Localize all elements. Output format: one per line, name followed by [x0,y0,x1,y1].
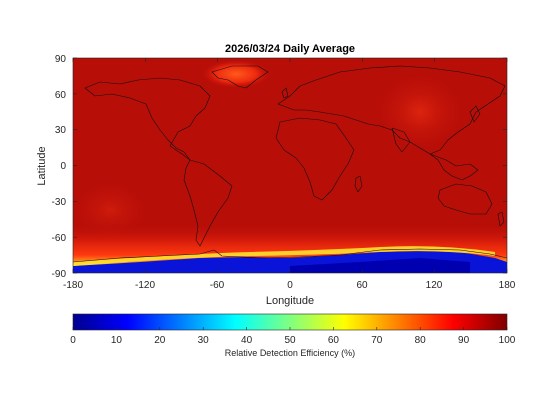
y-tick-label: 0 [60,161,66,172]
colorbar-tick-label: 30 [198,335,210,346]
colorbar: 0 10 20 30 40 50 60 70 80 90 100 Relativ… [70,313,516,358]
coastline-north-america [84,77,211,161]
y-tick-label: 90 [55,54,67,65]
chart-title: 2026/03/24 Daily Average [225,43,355,55]
x-tick-label: 120 [426,280,443,291]
heatmap-antarctica-deep [290,258,470,273]
x-tick-label: -60 [210,280,225,291]
y-tick-label: 60 [55,90,67,101]
y-tick-label: -90 [52,269,67,280]
x-tick-label: -120 [135,280,155,291]
colorbar-tick-label: 40 [241,335,253,346]
y-tick-label: 30 [55,125,67,136]
colorbar-tick-label: 20 [154,335,166,346]
coastline-eurasia [277,65,506,155]
x-tick-label: 0 [287,280,293,291]
coastline-japan [469,105,481,123]
y-tick-label: -30 [52,197,67,208]
y-axis-label: Latitude [36,146,48,185]
heatmap-antarctica-edge [73,246,495,266]
heatmap-asia-patch [375,72,465,152]
colorbar-tick-marks [72,327,508,330]
coastline-antarctica [73,248,507,263]
coastline-india [391,127,411,153]
coastline-south-america [183,159,233,247]
map-plot-area [73,58,507,273]
colorbar-tick-label: 10 [111,335,123,346]
colorbar-tick-label: 0 [70,335,76,346]
x-axis-label: Longitude [266,295,314,307]
tick-marks [72,57,508,274]
y-axis: 90 60 30 0 -30 -60 -90 Latitude [36,54,66,280]
coastline-greenland [211,65,269,89]
x-tick-label: 180 [499,280,516,291]
coastline-africa [275,117,355,201]
colorbar-tick-label: 100 [499,335,516,346]
coastline-southeast-asia [429,153,479,181]
colorbar-tick-label: 90 [458,335,470,346]
x-tick-label: -180 [63,280,83,291]
coastline-madagascar [354,175,363,193]
coastline-australia [437,183,493,215]
colorbar-tick-label: 70 [371,335,383,346]
colorbar-tick-label: 50 [284,335,296,346]
colorbar-tick-label: 80 [415,335,427,346]
coastlines [73,65,507,263]
x-axis: -180 -120 -60 0 60 120 180 Longitude [63,280,516,307]
coastline-new-zealand [497,211,505,227]
colorbar-tick-label: 60 [328,335,340,346]
x-tick-label: 60 [356,280,368,291]
y-tick-label: -60 [52,233,67,244]
colorbar-label: Relative Detection Efficiency (%) [225,348,355,358]
coastline-uk [281,87,289,99]
heatmap-greenland-patch [202,60,270,88]
